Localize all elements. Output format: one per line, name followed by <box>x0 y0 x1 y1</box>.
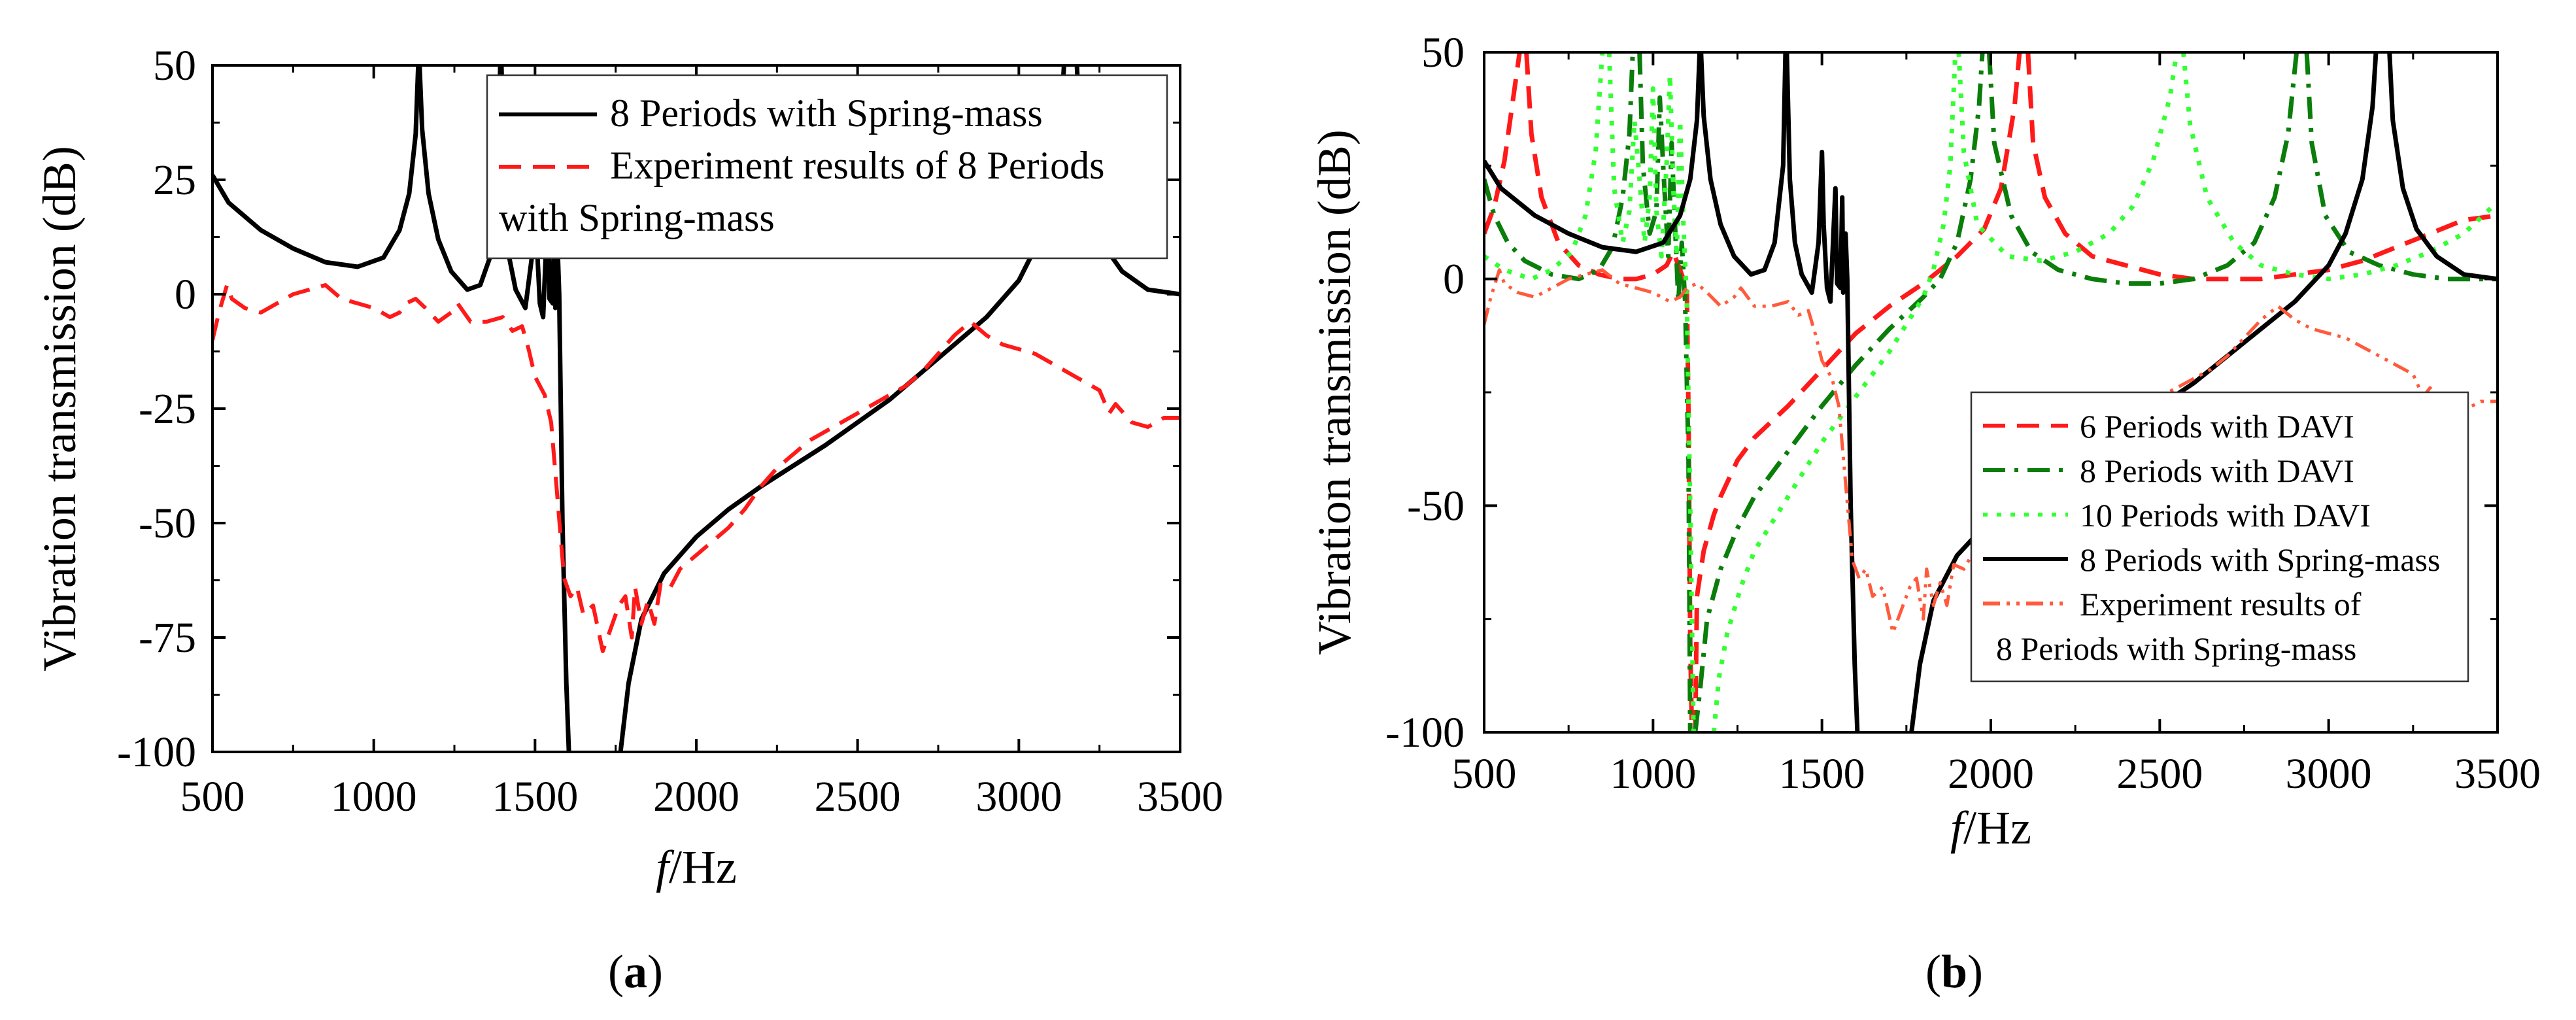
series-line-b-1-seg-0 <box>1484 52 1635 282</box>
series-line-b-3-seg-2 <box>1784 52 1860 732</box>
legend-box <box>1970 391 2469 683</box>
panel-label-b-close: ) <box>1967 945 1984 998</box>
series-line-a-0-seg-2 <box>499 65 571 752</box>
x-tick-label: 1500 <box>492 773 578 821</box>
series-line-b-1-seg-4 <box>2304 52 2498 282</box>
panel-label-b-letter: b <box>1940 945 1968 998</box>
x-tick-label: 500 <box>1452 750 1517 798</box>
panel-label-a-open: ( <box>608 945 624 998</box>
series-line-b-1-seg-2 <box>1693 52 1985 732</box>
legend-label: Experiment results of <box>2080 586 2362 622</box>
series-line-b-2-seg-3 <box>1956 52 2179 264</box>
series-line-a-1-seg-0 <box>212 283 1180 653</box>
series-line-b-0-seg-0 <box>1484 52 1522 235</box>
panel-label-a-letter: a <box>623 945 647 998</box>
x-axis-label-unit: /Hz <box>669 841 737 893</box>
x-tick-label: 3000 <box>975 773 1062 821</box>
y-tick-label: 0 <box>1443 256 1465 303</box>
y-tick-label: 50 <box>153 42 196 90</box>
legend-box <box>486 74 1168 260</box>
y-axis-label: Vibration transmission (dB) <box>33 146 86 672</box>
x-tick-label: 3000 <box>2286 750 2372 798</box>
series-line-a-0-seg-0 <box>212 65 421 269</box>
series-line-b-4-seg-0 <box>1484 268 2498 634</box>
x-tick-label: 3500 <box>2454 750 2541 798</box>
y-tick-label: 50 <box>1421 29 1465 76</box>
y-tick-label: -75 <box>139 614 196 662</box>
legend-label: with Spring-mass <box>499 196 775 239</box>
legend-label: 6 Periods with DAVI <box>2080 408 2354 445</box>
series-line-b-0-seg-1 <box>1524 52 1695 732</box>
legend-label: Experiment results of 8 Periods <box>610 144 1105 187</box>
panel-label-b: (b) <box>1925 945 1983 999</box>
x-tick-label: 2000 <box>1948 750 2034 798</box>
y-axis-label: Vibration transmission (dB) <box>1308 129 1361 655</box>
x-tick-label: 1000 <box>1610 750 1696 798</box>
y-tick-label: 25 <box>153 156 196 204</box>
series-line-b-2-seg-2 <box>1711 52 1958 732</box>
y-tick-label: -50 <box>1407 482 1465 530</box>
y-tick-label: -100 <box>1385 709 1465 756</box>
series-line-b-3-seg-4 <box>2387 52 2498 282</box>
panel-label-a: (a) <box>608 945 663 999</box>
series-line-b-3-seg-1 <box>1699 52 1788 277</box>
x-tick-label: 2500 <box>815 773 901 821</box>
series-line-b-3-seg-0 <box>1484 52 1703 254</box>
series-line-b-2-seg-0 <box>1484 52 1605 282</box>
chart-panel-a: 500 1000 1500 2000 2500 3000 3500 50 25 0 -25 -50 -7… <box>33 42 1223 893</box>
legend-label: 8 Periods with Spring-mass <box>610 92 1043 135</box>
legend-label: 8 Periods with Spring-mass <box>1996 630 2356 667</box>
y-tick-label: -100 <box>117 728 196 776</box>
series-line-b-2-seg-4 <box>2181 52 2498 282</box>
x-tick-label: 3500 <box>1137 773 1223 821</box>
x-tick-label: 2500 <box>2116 750 2203 798</box>
x-tick-label: 1500 <box>1779 750 1865 798</box>
series-line-b-2-seg-1 <box>1606 52 1696 732</box>
y-tick-label: -25 <box>139 385 196 433</box>
y-tick-label: 0 <box>175 271 196 318</box>
panel-label-a-close: ) <box>647 945 663 998</box>
series-group <box>1484 52 2498 732</box>
x-tick-label: 1000 <box>331 773 417 821</box>
panel-label-b-open: ( <box>1925 945 1941 998</box>
legend-label: 10 Periods with DAVI <box>2080 497 2371 534</box>
series-line-b-0-seg-2 <box>1693 52 2022 732</box>
chart-panel-b: 500 1000 1500 2000 2500 3000 3500500-50-100f/H… <box>1308 29 2541 854</box>
x-axis-label: f/Hz <box>1950 802 2031 854</box>
legend-label: 8 Periods with DAVI <box>2080 452 2354 489</box>
legend-label: 8 Periods with Spring-mass <box>2080 541 2440 578</box>
y-tick-label: -50 <box>139 500 196 547</box>
series-line-b-1-seg-3 <box>1986 52 2299 286</box>
x-axis-label: f/Hz <box>656 841 737 893</box>
x-axis-label-unit: /Hz <box>1963 802 2031 854</box>
x-tick-label: 2000 <box>653 773 739 821</box>
x-tick-label: 500 <box>180 773 245 821</box>
series-line-b-0-seg-3 <box>2025 52 2498 282</box>
